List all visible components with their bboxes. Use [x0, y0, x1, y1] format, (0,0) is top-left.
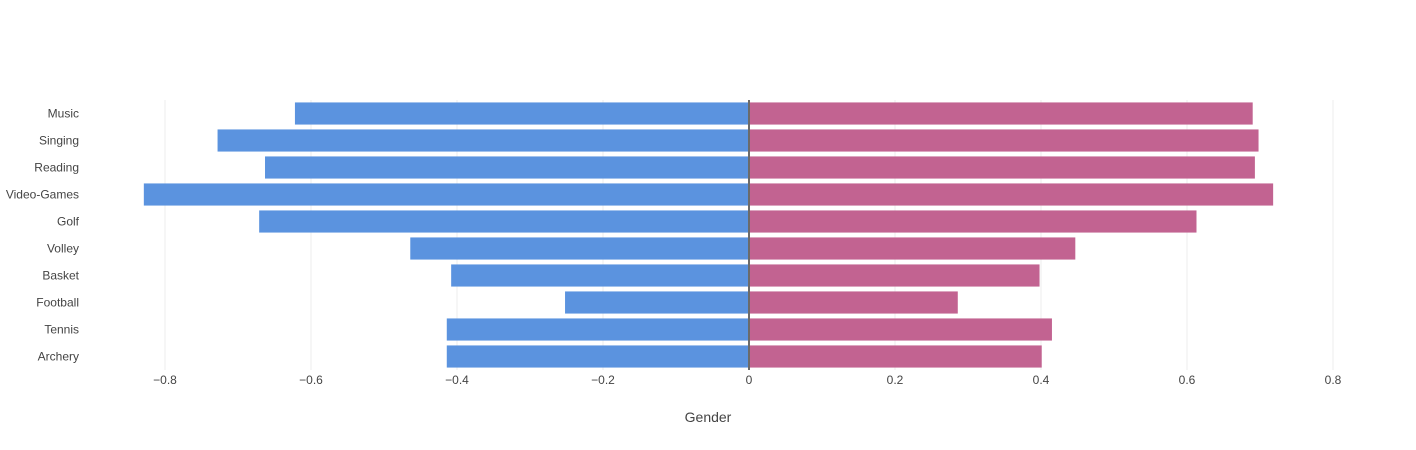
- bar-positive-archery[interactable]: [749, 345, 1042, 368]
- x-tick-label: −0.4: [445, 373, 469, 387]
- bar-negative-football[interactable]: [565, 291, 749, 314]
- x-axis-title: Gender: [685, 409, 732, 425]
- bar-negative-music[interactable]: [294, 102, 749, 125]
- bar-negative-golf[interactable]: [259, 210, 749, 233]
- bar-positive-basket[interactable]: [749, 264, 1040, 287]
- bar-positive-golf[interactable]: [749, 210, 1197, 233]
- bar-negative-reading[interactable]: [265, 156, 749, 179]
- bar-positive-video-games[interactable]: [749, 183, 1274, 206]
- x-tick-label: −0.8: [153, 373, 177, 387]
- y-tick-label: Reading: [34, 161, 79, 175]
- bar-positive-football[interactable]: [749, 291, 958, 314]
- y-tick-label: Golf: [57, 215, 80, 229]
- bar-positive-singing[interactable]: [749, 129, 1259, 152]
- x-tick-label: 0.2: [887, 373, 904, 387]
- y-tick-label: Tennis: [44, 323, 79, 337]
- tick-labels: −0.8 −0.6 −0.4 −0.2 0 0.2 0.4 0.6 0.8 Music Singin…: [6, 107, 1342, 388]
- x-tick-label: −0.2: [591, 373, 615, 387]
- y-tick-label: Football: [36, 296, 79, 310]
- x-tick-label: 0.8: [1325, 373, 1342, 387]
- y-tick-label: Singing: [39, 134, 79, 148]
- bar-negative-archery[interactable]: [446, 345, 749, 368]
- x-tick-label: −0.6: [299, 373, 323, 387]
- bar-negative-volley[interactable]: [410, 237, 749, 260]
- bars: [143, 102, 1274, 368]
- bar-positive-music[interactable]: [749, 102, 1253, 125]
- bar-positive-tennis[interactable]: [749, 318, 1052, 341]
- bar-negative-tennis[interactable]: [446, 318, 749, 341]
- y-tick-label: Music: [48, 107, 79, 121]
- x-tick-label: 0.6: [1179, 373, 1196, 387]
- bar-negative-video-games[interactable]: [143, 183, 749, 206]
- y-tick-label: Volley: [47, 242, 79, 256]
- x-tick-label: 0.4: [1033, 373, 1050, 387]
- y-tick-label: Archery: [38, 350, 79, 364]
- bar-positive-volley[interactable]: [749, 237, 1076, 260]
- bar-negative-singing[interactable]: [217, 129, 749, 152]
- bar-positive-reading[interactable]: [749, 156, 1255, 179]
- y-tick-label: Video-Games: [6, 188, 79, 202]
- x-tick-label: 0: [746, 373, 753, 387]
- y-tick-label: Basket: [42, 269, 79, 283]
- bar-negative-basket[interactable]: [451, 264, 749, 287]
